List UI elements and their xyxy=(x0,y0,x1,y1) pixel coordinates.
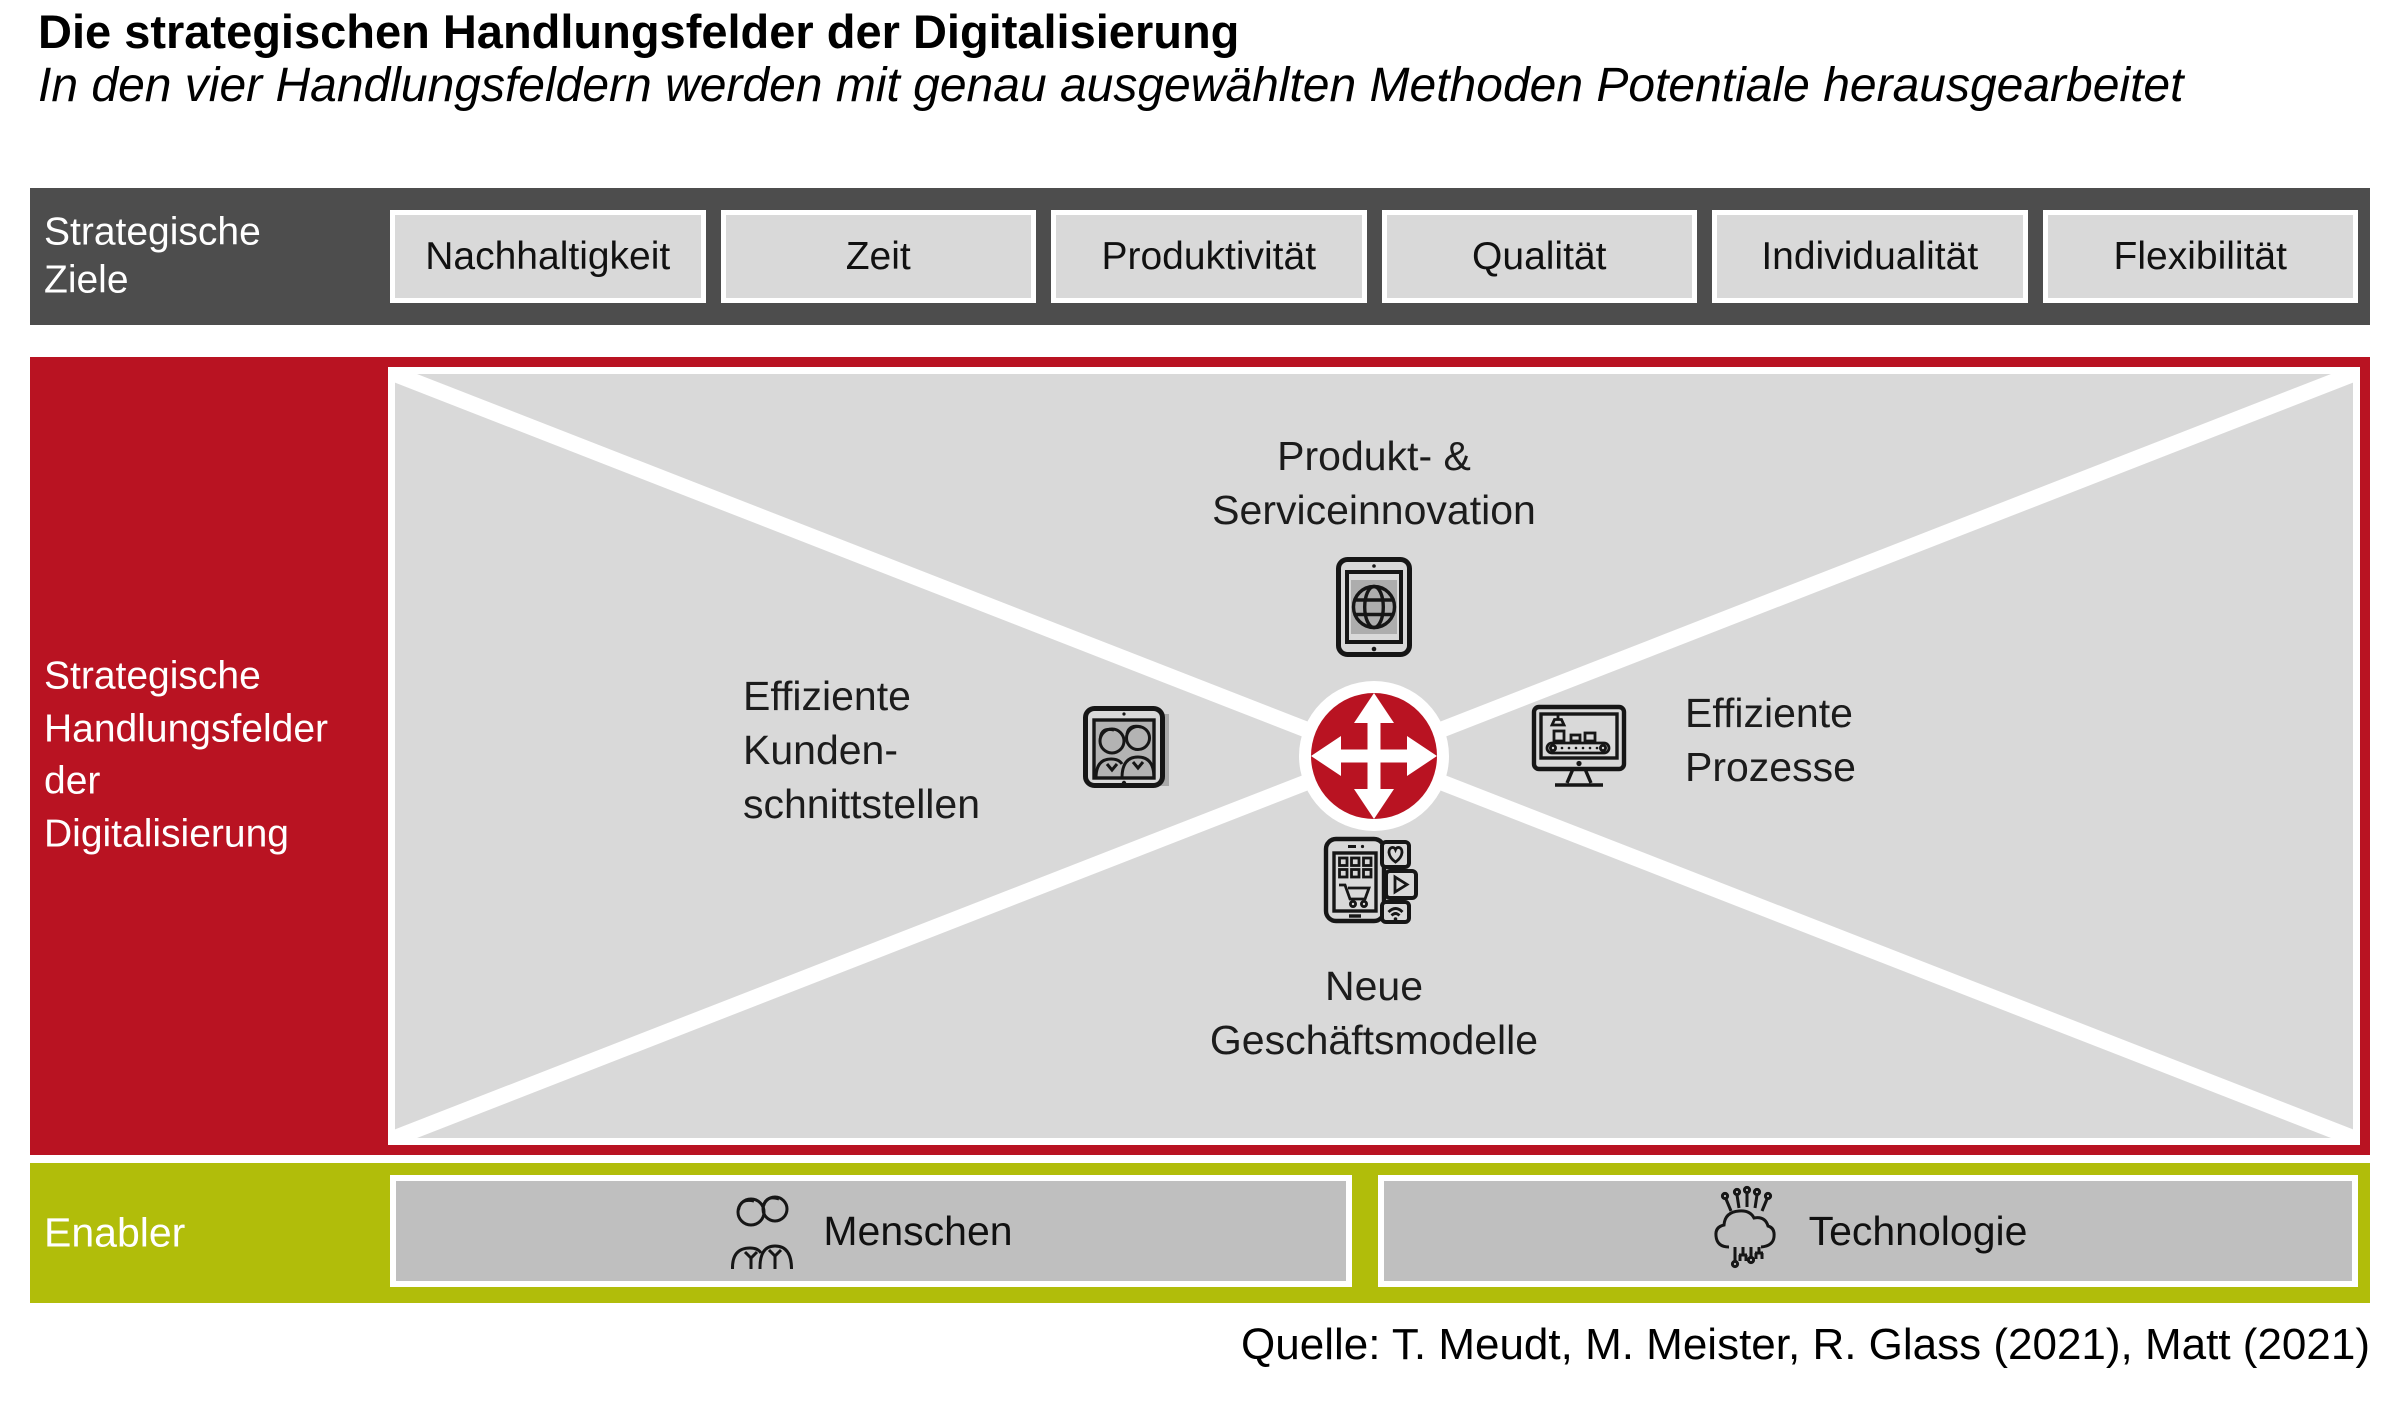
page-subtitle: In den vier Handlungsfeldern werden mit … xyxy=(38,59,2184,112)
tablet-customers-icon xyxy=(1081,704,1173,792)
quadrant-label-product-service-innovation: Produkt- & Serviceinnovation xyxy=(1212,433,1536,534)
strategic-goals-label: Strategische Ziele xyxy=(44,209,261,302)
quadrant-label-new-business-models: Neue Geschäftsmodelle xyxy=(1209,963,1539,1064)
tablet-globe-icon xyxy=(1335,556,1413,658)
source-citation: Quelle: T. Meudt, M. Meister, R. Glass (… xyxy=(1241,1320,2370,1369)
goal-box-zeit: Zeit xyxy=(720,210,1036,303)
enabler-box-menschen: Menschen xyxy=(390,1175,1352,1287)
action-fields-box: Produkt- & Serviceinnovation xyxy=(388,367,2360,1145)
action-fields-label: Strategische Handlungsfelder der Digital… xyxy=(44,654,329,856)
enabler-label: Enabler xyxy=(44,1209,186,1256)
strategic-goals-row: Nachhaltigkeit Zeit Produktivität Qualit… xyxy=(390,210,2358,303)
goal-box-flexibilitaet: Flexibilität xyxy=(2042,210,2358,303)
cloud-circuit-icon xyxy=(1709,1185,1781,1277)
strategic-goals-bar: Strategische Ziele Nachhaltigkeit Zeit P… xyxy=(30,188,2370,325)
four-way-arrows-icon xyxy=(1299,681,1449,831)
page-title: Die strategischen Handlungsfelder der Di… xyxy=(38,5,1240,58)
quadrant-label-efficient-processes: Effiziente Prozesse xyxy=(1685,690,1856,791)
enabler-item-label: Menschen xyxy=(823,1207,1013,1254)
goal-box-produktivitaet: Produktivität xyxy=(1051,210,1367,303)
enabler-bar: Enabler xyxy=(30,1163,2370,1303)
action-fields-panel: Strategische Handlungsfelder der Digital… xyxy=(30,357,2370,1155)
quadrant-label-customer-interfaces: Effiziente Kunden- schnittstellen xyxy=(743,673,981,828)
goal-box-individualitaet: Individualität xyxy=(1712,210,2028,303)
people-icon xyxy=(729,1191,795,1271)
enabler-box-technologie: Technologie xyxy=(1378,1175,2358,1287)
smartphone-apps-icon xyxy=(1323,836,1419,924)
goal-box-qualitaet: Qualität xyxy=(1381,210,1697,303)
enabler-item-label: Technologie xyxy=(1808,1207,2028,1254)
goal-box-nachhaltigkeit: Nachhaltigkeit xyxy=(390,210,706,303)
production-monitor-icon xyxy=(1531,704,1627,792)
